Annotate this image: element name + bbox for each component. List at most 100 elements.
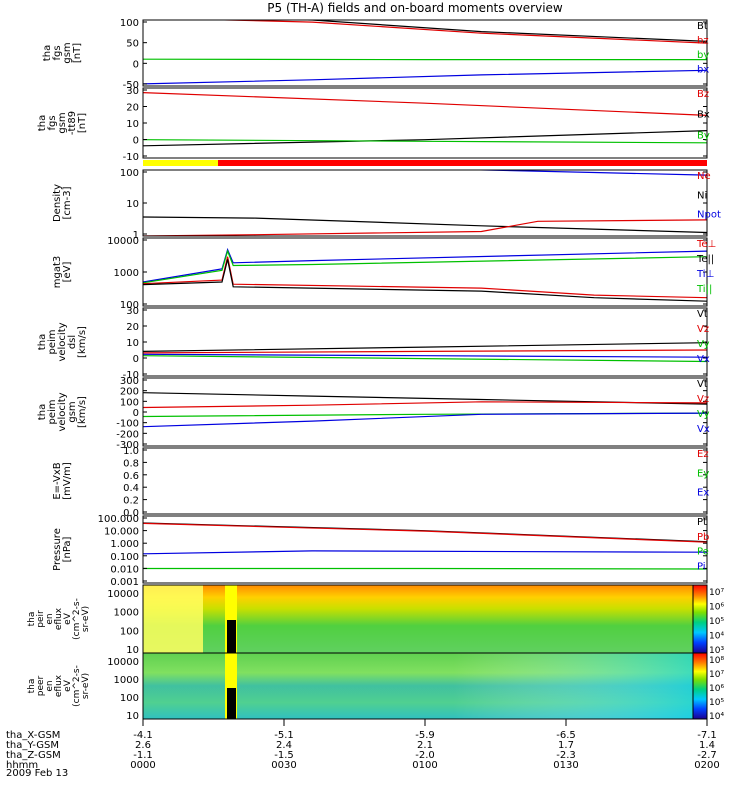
panel-p3: 100 10 1 Density [cm-3] Ne Ni Npot xyxy=(52,168,721,241)
legend-entry: Pb xyxy=(697,532,709,543)
spec-ytick-label: 100 xyxy=(120,693,139,704)
date-label: 2009 Feb 13 xyxy=(6,768,68,779)
legend-entry: Ni xyxy=(697,190,707,201)
ylabel-line: Pressure xyxy=(52,528,63,571)
spec-ytick-label: 10 xyxy=(126,645,139,656)
ytick-label: -10 xyxy=(123,152,139,163)
ylabel-line: gsm xyxy=(57,112,68,133)
series-p8-2 xyxy=(143,550,707,555)
ephemeris-value: 0000 xyxy=(130,760,155,771)
chart-title: P5 (TH-A) fields and on-board moments ov… xyxy=(267,1,563,15)
legend-entry: Pi xyxy=(697,561,706,572)
ytick-label: 30 xyxy=(126,306,139,317)
series-p3-1 xyxy=(143,219,707,236)
ylabel-line: [km/s] xyxy=(77,396,88,428)
ytick-label: 0 xyxy=(133,354,139,365)
ytick-label: 0 xyxy=(133,136,139,147)
spec-ylabel-line: sr-eV) xyxy=(81,673,91,699)
ylabel-line: peim xyxy=(47,399,58,424)
ion-spectrogram xyxy=(142,584,708,654)
ylabel-line: tha xyxy=(42,45,53,61)
ephemeris-value: -4.1 xyxy=(133,730,153,741)
ytick-label: 20 xyxy=(126,103,139,114)
ephemeris-value: 1.7 xyxy=(558,740,574,751)
ephemeris-value: 0100 xyxy=(412,760,437,771)
ephemeris-value: -6.5 xyxy=(556,730,576,741)
ytick-label: 1 xyxy=(133,230,139,241)
ylabel-line: gsm xyxy=(62,42,73,63)
ephemeris-value: -2.3 xyxy=(556,750,576,761)
ylabel-line: tha xyxy=(37,115,48,131)
ytick-label: 0 xyxy=(133,408,139,419)
legend-entry: Vy xyxy=(697,339,710,350)
ytick-label: 0.2 xyxy=(123,496,139,507)
legend-entry: Ey xyxy=(697,468,709,479)
panel-frame xyxy=(142,19,708,87)
ytick-label: 20 xyxy=(126,322,139,333)
legend-entry: Vx xyxy=(697,424,710,435)
ytick-label: 0.4 xyxy=(123,483,139,494)
ephemeris-label: tha_Y-GSM xyxy=(6,740,59,751)
ephemeris-value: 0030 xyxy=(271,760,296,771)
series-p8-1 xyxy=(143,522,707,543)
ephemeris-label: hhmm xyxy=(6,760,38,771)
ylabel-line: [eV] xyxy=(62,262,73,283)
panel-p2: 30 20 10 0 -10 tha fgs gsm -tt89 [nT] Bz Bx By xyxy=(37,86,710,163)
ylabel-line: [cm-3] xyxy=(62,186,73,219)
ylabel-line: E=-VxB xyxy=(52,462,63,499)
series-p8-3 xyxy=(143,567,707,570)
ylabel-line: gsm xyxy=(67,401,78,422)
status-bar-yellow xyxy=(143,160,218,166)
legend-entry: Bx xyxy=(697,110,710,121)
series-p5-0 xyxy=(143,342,707,352)
ylabel-line: fgs xyxy=(52,45,63,60)
legend-entry: Vx xyxy=(697,354,710,365)
panel-frame xyxy=(142,515,708,584)
spec-ylabel-line: en xyxy=(45,680,55,691)
spec-ytick-label: 10000 xyxy=(107,657,139,668)
ephemeris-value: -1.5 xyxy=(274,750,294,761)
ephemeris-value: 2.4 xyxy=(276,740,292,751)
colorbar-tick: 10⁵ xyxy=(709,698,724,708)
ytick-label: -10 xyxy=(123,370,139,381)
ylabel-line: Density xyxy=(52,184,63,222)
series-p6-3 xyxy=(143,412,707,428)
legend-entry: Vt xyxy=(697,379,708,390)
legend-entry: Vy xyxy=(697,409,710,420)
legend-entry: bx xyxy=(697,65,709,76)
legend-entry: Ti|| xyxy=(696,284,712,295)
ytick-label: 100.000 xyxy=(98,514,139,525)
ephemeris-value: 1.4 xyxy=(699,740,715,751)
panel-frame xyxy=(142,87,708,159)
ylabel-line: dsl xyxy=(67,335,78,349)
colorbar-tick: 10⁷ xyxy=(709,588,724,598)
series-p2-2 xyxy=(143,139,707,144)
legend-entry: Ex xyxy=(697,488,709,499)
panel-p1: 100 50 0 -50 tha fgs gsm [nT] Bt bz by bx xyxy=(42,18,709,91)
colorbar-tick: 10⁸ xyxy=(709,656,724,666)
spec-ylabel-line: en xyxy=(45,613,55,624)
spec-ylabel-line: (cm^2-s- xyxy=(72,665,82,707)
legend-entry: bz xyxy=(697,36,709,47)
ylabel-line: [mV/m] xyxy=(62,462,73,500)
ephemeris-value: 2.1 xyxy=(417,740,433,751)
ytick-label: 50 xyxy=(126,39,139,50)
ylabel-line: -tt89 xyxy=(67,111,78,135)
series-p3-0 xyxy=(143,216,707,234)
spec-ylabel-line: eV xyxy=(63,679,73,692)
series-p5-1 xyxy=(143,349,707,354)
ytick-label: -50 xyxy=(123,80,139,91)
ytick-label: 0.010 xyxy=(110,564,139,575)
series-p1-3 xyxy=(143,69,707,85)
ytick-label: 0.0 xyxy=(123,508,139,519)
spec-ylabel-line: peir xyxy=(36,610,46,628)
spec-ylabel-line: eV xyxy=(63,612,73,625)
legend-entry: by xyxy=(697,50,709,61)
panel-p7: 1.00.8 0.60.4 0.20.0 E=-VxB [mV/m] Ez Ey Ex xyxy=(52,446,709,519)
